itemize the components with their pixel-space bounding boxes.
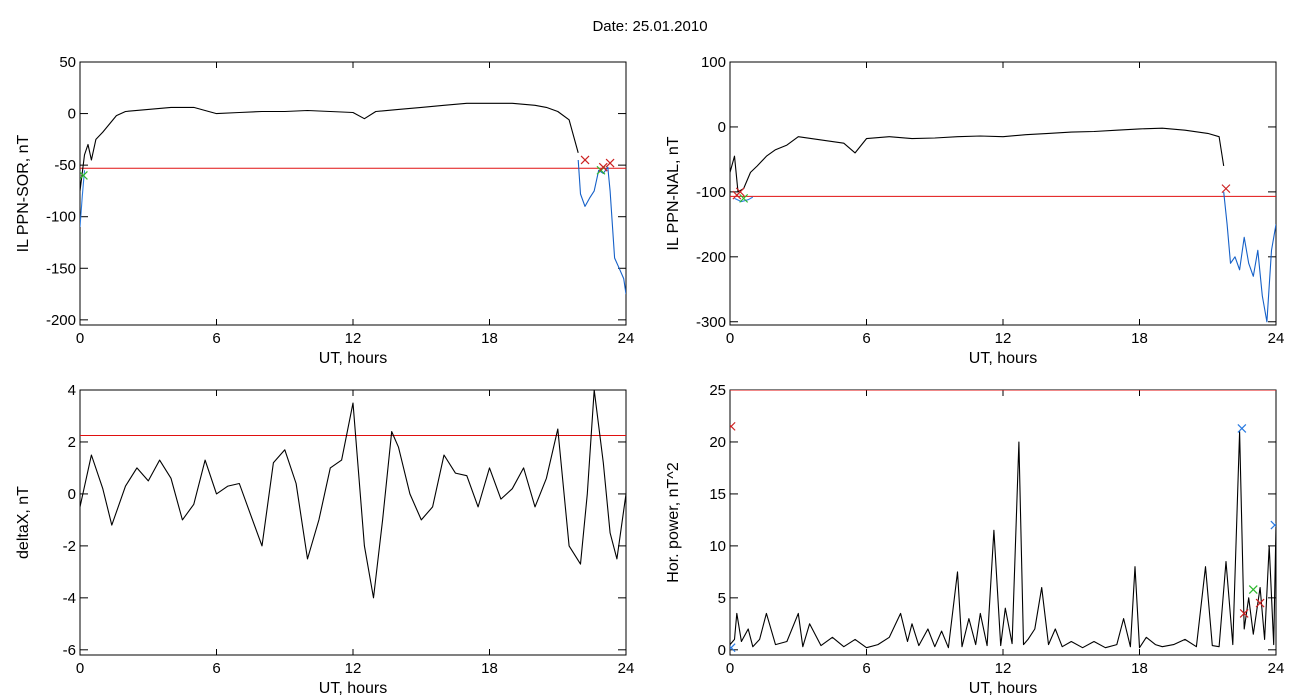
x-axis-label: UT, hours <box>969 350 1037 367</box>
x-tick-label: 18 <box>481 330 498 347</box>
plot-frame <box>79 61 627 326</box>
event-marker <box>730 643 736 653</box>
event-marker <box>1239 609 1249 618</box>
y-tick-label: -200 <box>696 249 726 266</box>
x-tick-label: 0 <box>726 330 734 347</box>
series-line-1 <box>730 431 1276 649</box>
x-tick-label: 18 <box>1131 660 1148 677</box>
y-tick-label: -100 <box>46 209 76 226</box>
x-tick-label: 12 <box>995 660 1012 677</box>
plot-frame <box>79 389 627 656</box>
event-marker <box>1270 520 1276 530</box>
y-tick-label: 50 <box>59 54 76 71</box>
series-line-1 <box>80 390 626 599</box>
plot-area <box>730 127 1276 323</box>
series-line-3 <box>80 170 86 228</box>
y-tick-label: 100 <box>701 54 726 71</box>
x-tick-label: 24 <box>618 660 635 677</box>
x-axis-label: UT, hours <box>319 350 387 367</box>
event-marker <box>1248 585 1258 594</box>
x-tick-label: 18 <box>1131 330 1148 347</box>
event-marker <box>80 171 88 180</box>
y-tick-label: 15 <box>709 486 726 503</box>
event-marker <box>739 193 749 203</box>
x-tick-label: 24 <box>1268 330 1285 347</box>
y-tick-label: 25 <box>709 382 726 399</box>
event-marker <box>598 162 608 172</box>
y-tick-label: -50 <box>54 157 76 174</box>
x-tick-label: 0 <box>76 330 84 347</box>
chart-panel-4: 0 6 12 18 24 25 20 15 10 5 0 UT, hours Hor. power, n… <box>665 382 1284 697</box>
x-axis-label: UT, hours <box>969 680 1037 697</box>
event-marker <box>580 155 590 165</box>
series-line-2 <box>1223 191 1276 323</box>
event-marker <box>730 421 736 431</box>
y-tick-label: -2 <box>63 538 76 555</box>
x-axis-label: UT, hours <box>319 680 387 697</box>
x-tick-label: 6 <box>212 660 220 677</box>
x-tick-label: 12 <box>995 330 1012 347</box>
y-tick-label: 10 <box>709 538 726 555</box>
y-tick-label: 0 <box>718 642 726 659</box>
x-tick-label: 24 <box>618 330 635 347</box>
y-tick-label: -300 <box>696 314 726 331</box>
y-tick-label: 20 <box>709 434 726 451</box>
x-tick-label: 6 <box>862 330 870 347</box>
chart-panel-2: 0 6 12 18 24 100 0 -100 -200 -300 UT, hours IL PPN-… <box>665 54 1284 367</box>
y-tick-label: 0 <box>68 486 76 503</box>
y-tick-label: -6 <box>63 642 76 659</box>
x-tick-label: 12 <box>345 330 362 347</box>
page-title: Date: 25.01.2010 <box>592 18 708 35</box>
x-tick-label: 24 <box>1268 660 1285 677</box>
series-line-1 <box>80 102 579 191</box>
y-tick-label: 0 <box>68 106 76 123</box>
series-line-1 <box>730 127 1225 193</box>
y-tick-label: 0 <box>718 119 726 136</box>
series-line-2 <box>577 159 626 295</box>
plot-frame <box>729 61 1277 326</box>
chart-panel-3: 0 6 12 18 24 4 2 0 -2 -4 -6 UT, hours deltaX, nT <box>15 382 634 697</box>
event-marker <box>1221 184 1231 194</box>
event-marker <box>735 187 745 197</box>
event-marker <box>605 158 615 168</box>
y-tick-label: -4 <box>63 590 76 607</box>
y-axis-label: IL PPN-NAL, nT <box>665 136 682 250</box>
series-line-3 <box>734 196 754 203</box>
plot-area <box>80 390 626 599</box>
x-tick-label: 12 <box>345 660 362 677</box>
y-tick-label: -150 <box>46 260 76 277</box>
y-axis-label: deltaX, nT <box>15 486 32 559</box>
x-tick-label: 6 <box>212 330 220 347</box>
x-tick-label: 0 <box>726 660 734 677</box>
y-tick-label: -100 <box>696 184 726 201</box>
event-marker <box>1237 424 1247 433</box>
x-tick-label: 18 <box>481 660 498 677</box>
plot-area <box>730 390 1276 653</box>
y-tick-label: 5 <box>718 590 726 607</box>
chart-panel-1: 0 6 12 18 24 50 0 -50 -100 -150 -200 UT, hours IL PP… <box>15 54 634 367</box>
y-tick-label: 4 <box>68 382 76 399</box>
plot-area <box>80 102 626 295</box>
plot-frame <box>729 389 1277 656</box>
y-axis-label: Hor. power, nT^2 <box>665 462 682 583</box>
x-tick-label: 0 <box>76 660 84 677</box>
event-marker <box>1255 598 1265 608</box>
x-tick-label: 6 <box>862 660 870 677</box>
y-tick-label: -200 <box>46 312 76 329</box>
y-tick-label: 2 <box>68 434 76 451</box>
y-axis-label: IL PPN-SOR, nT <box>15 134 32 252</box>
